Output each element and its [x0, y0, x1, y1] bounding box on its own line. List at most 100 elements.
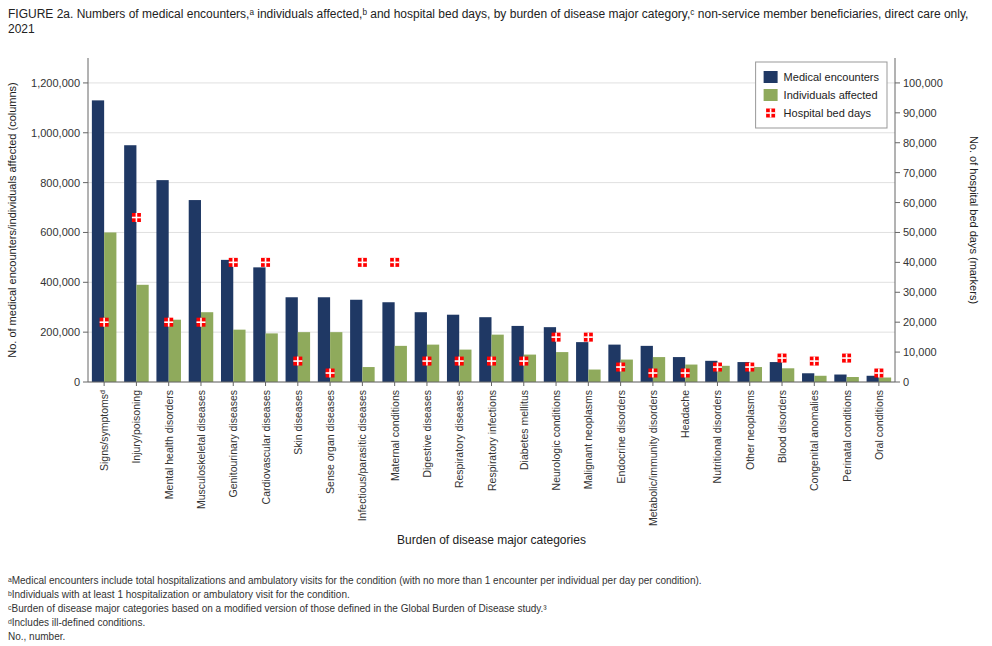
tick-label: 90,000 — [903, 107, 937, 119]
footnote: ᵃMedical encounters include total hospit… — [8, 575, 702, 586]
bar — [479, 317, 491, 382]
legend: Medical encountersIndividuals affectedHo… — [756, 62, 887, 128]
marker — [455, 357, 464, 366]
tick-mark — [895, 262, 900, 263]
tick-label: Neurologic conditions — [550, 390, 562, 490]
bar — [576, 342, 588, 382]
tick-mark — [556, 382, 557, 386]
footnote: No., number. — [8, 631, 65, 642]
legend-label: Hospital bed days — [784, 107, 872, 119]
tick-mark — [782, 382, 783, 386]
marker-cross — [329, 369, 331, 378]
tick-mark — [895, 382, 900, 383]
marker-cross — [717, 363, 719, 372]
marker-cross — [200, 318, 202, 327]
marker-cross — [136, 213, 138, 222]
bar — [350, 300, 362, 382]
tick-mark — [523, 382, 524, 386]
tick-label: Blood disorders — [776, 390, 788, 463]
bar — [879, 378, 891, 382]
title: FIGURE 2a. Numbers of medical encounters… — [8, 7, 968, 36]
marker — [842, 354, 851, 363]
tick-label: Genitourinary diseases — [227, 390, 239, 497]
marker — [293, 357, 302, 366]
tick-mark — [895, 292, 900, 293]
bar — [136, 285, 148, 382]
tick-label: Infectious/parasitic diseases — [356, 390, 368, 521]
marker — [261, 258, 270, 267]
tick-mark — [265, 382, 266, 386]
tick-mark — [136, 382, 137, 386]
tick-label: Nutritional disorders — [711, 390, 723, 483]
marker-cross — [491, 357, 493, 366]
marker — [487, 357, 496, 366]
marker-cross — [781, 354, 783, 363]
tick-mark — [814, 382, 815, 386]
marker — [519, 357, 528, 366]
tick-label: 50,000 — [903, 226, 937, 238]
tick-mark — [652, 382, 653, 386]
marker — [326, 369, 335, 378]
tick-label: Congenital anomalies — [808, 390, 820, 491]
marker — [713, 363, 722, 372]
tick-label: 200,000 — [40, 326, 80, 338]
tick-mark — [685, 382, 686, 386]
tick-mark — [200, 382, 201, 386]
tick-mark — [878, 382, 879, 386]
marker-cross — [770, 109, 772, 118]
marker-cross — [588, 333, 590, 342]
tick-label: Injury/poisoning — [130, 390, 142, 464]
tick-mark — [895, 202, 900, 203]
background — [0, 0, 992, 646]
tick-label: 70,000 — [903, 167, 937, 179]
bar — [124, 145, 136, 382]
bar — [104, 232, 116, 382]
tick-mark — [846, 382, 847, 386]
grid-line — [88, 132, 895, 133]
marker-cross — [394, 258, 396, 267]
marker-cross — [232, 258, 234, 267]
marker-cross — [749, 363, 751, 372]
bar — [770, 362, 782, 382]
tick-mark — [895, 172, 900, 173]
bar — [782, 368, 794, 382]
bar — [286, 297, 298, 382]
tick-mark — [620, 382, 621, 386]
bar — [382, 302, 394, 382]
marker — [584, 333, 593, 342]
tick-mark — [426, 382, 427, 386]
tick-mark — [394, 382, 395, 386]
tick-label: Oral conditions — [873, 390, 885, 460]
bar — [156, 180, 168, 382]
tick-mark — [895, 232, 900, 233]
marker-cross — [523, 357, 525, 366]
tick-label: Sense organ diseases — [324, 390, 336, 494]
tick-mark — [895, 142, 900, 143]
tick-mark — [83, 182, 88, 183]
marker — [229, 258, 238, 267]
tick-label: Musculoskeletal diseases — [195, 390, 207, 509]
tick-label: Signs/symptomsᵈ — [98, 390, 110, 471]
bar — [253, 267, 265, 382]
axis-line — [895, 58, 896, 382]
tick-mark — [717, 382, 718, 386]
tick-label: Endocrine disorders — [615, 390, 627, 483]
plot-marks — [92, 100, 891, 382]
tick-mark — [83, 82, 88, 83]
y2-axis-label: No. of hospital bed days (markers) — [968, 136, 980, 304]
footnote: ᶜBurden of disease major categories base… — [8, 603, 547, 614]
marker — [681, 369, 690, 378]
tick-mark — [749, 382, 750, 386]
tick-label: Other neoplasms — [744, 390, 756, 470]
tick-label: Perinatal conditions — [841, 390, 853, 482]
marker — [164, 318, 173, 327]
marker-cross — [813, 357, 815, 366]
bar — [459, 350, 471, 382]
tick-label: Digestive diseases — [421, 390, 433, 478]
marker-cross — [878, 369, 880, 378]
marker — [810, 357, 819, 366]
bar — [169, 320, 181, 382]
title-line: FIGURE 2a. Numbers of medical encounters… — [8, 7, 968, 21]
marker — [390, 258, 399, 267]
tick-label: 0 — [74, 376, 80, 388]
